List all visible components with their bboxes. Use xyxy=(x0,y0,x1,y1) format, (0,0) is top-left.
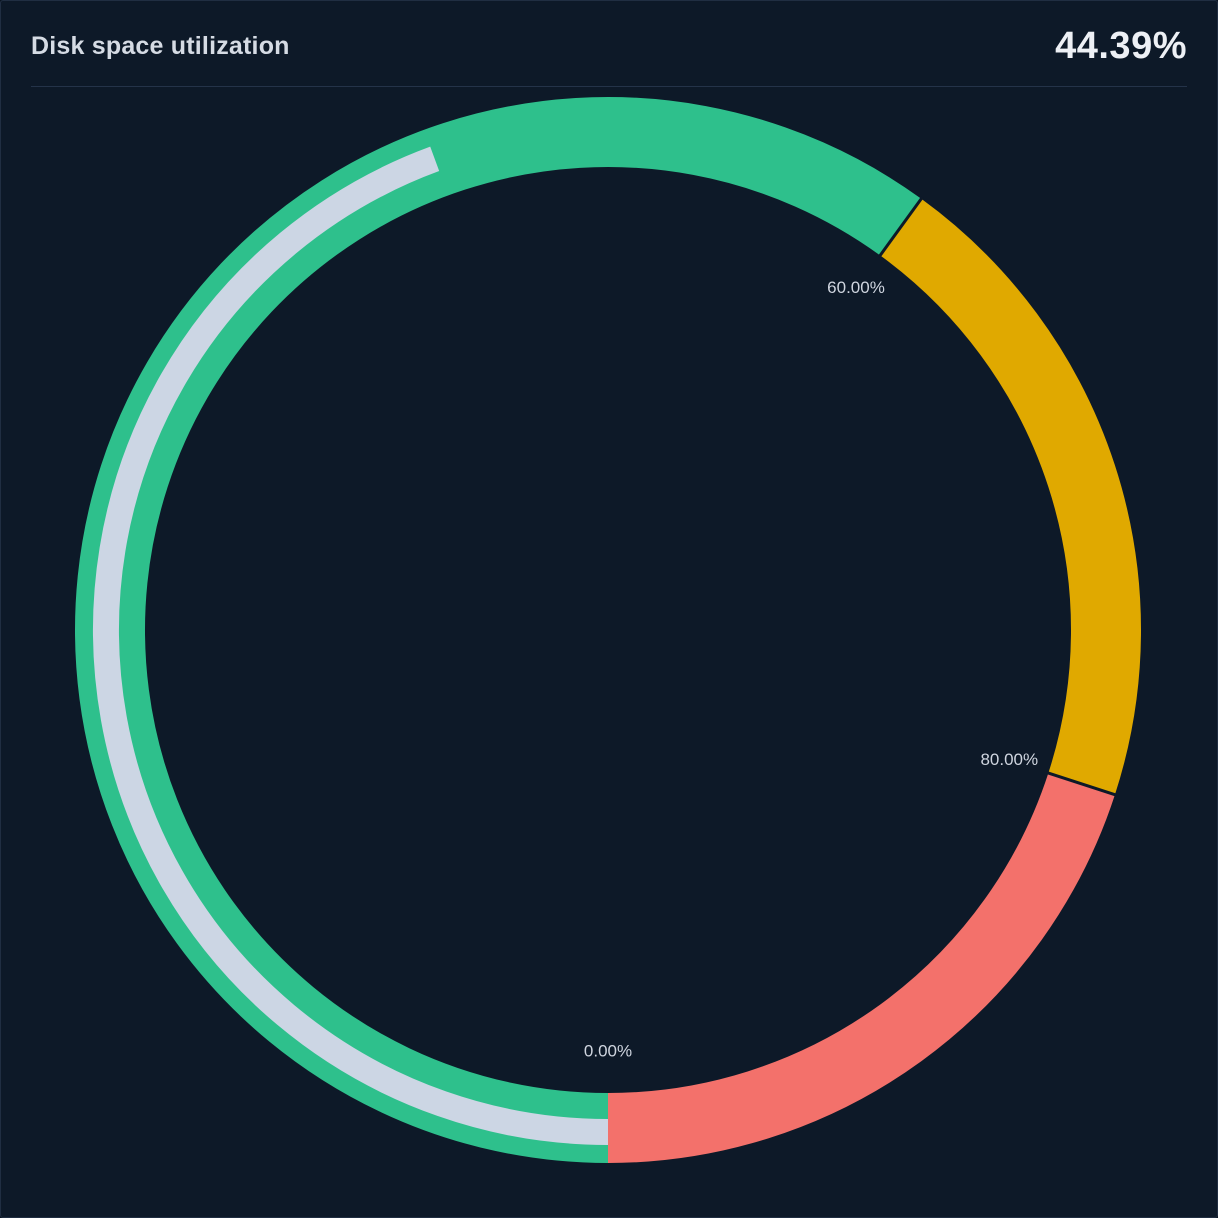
panel-header-inner: Disk space utilization 44.39% xyxy=(31,25,1187,87)
panel-header: Disk space utilization 44.39% xyxy=(1,1,1217,89)
gauge-threshold-label: 80.00% xyxy=(980,750,1038,769)
gauge-segment-divider xyxy=(877,196,924,258)
gauge-chart: 0.00% 60.00% 80.00% xyxy=(1,89,1217,1217)
panel-title: Disk space utilization xyxy=(31,32,290,60)
gauge-threshold-segment xyxy=(75,97,922,1163)
gauge-segment-divider xyxy=(1045,771,1118,797)
gauge-threshold-segment xyxy=(607,773,1115,1163)
gauge-svg: 0.00% 60.00% 80.00% xyxy=(75,97,1141,1163)
gauge-value: 44.39% xyxy=(1055,25,1187,67)
gauge-threshold-label: 0.00% xyxy=(584,1041,632,1060)
gauge-threshold-segment xyxy=(880,198,1141,795)
gauge-threshold-label: 60.00% xyxy=(827,278,885,297)
gauge-progress-arc xyxy=(93,146,609,1145)
